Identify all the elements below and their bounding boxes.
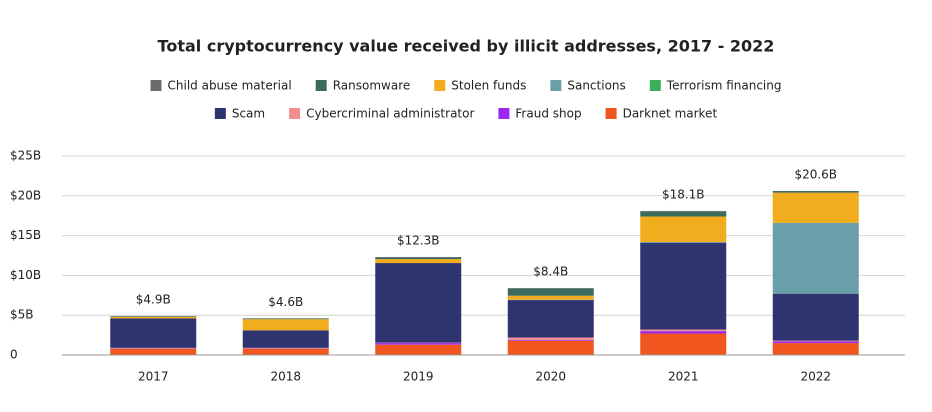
bar-segment (772, 341, 859, 344)
legend-swatch (289, 108, 301, 119)
total-label: $4.9B (136, 292, 171, 306)
legend-swatch (498, 108, 510, 119)
legend-label: Darknet market (623, 107, 718, 121)
legend-swatch (550, 80, 562, 91)
bar-segment (640, 331, 727, 334)
bar-segment (640, 241, 727, 243)
legend-label: Terrorism financing (666, 79, 782, 93)
legend-label: Cybercriminal administrator (306, 107, 474, 121)
total-label: $8.4B (533, 265, 568, 279)
legend-swatch (605, 108, 617, 119)
bar-segment (242, 330, 329, 348)
y-tick-label: 0 (10, 348, 18, 362)
y-tick-label: $25B (10, 149, 41, 163)
legend-label: Child abuse material (168, 79, 292, 93)
bar-segment (242, 348, 329, 355)
legend-label: Scam (232, 107, 265, 121)
total-label: $12.3B (397, 234, 440, 248)
y-tick-label: $20B (10, 188, 41, 202)
bar-segment (507, 339, 594, 341)
bar-segment (375, 343, 462, 345)
legend-label: Fraud shop (515, 107, 581, 121)
y-tick-label: $10B (10, 268, 41, 282)
y-tick-label: $15B (10, 228, 41, 242)
legend-swatch (315, 80, 327, 91)
x-tick-label: 2021 (668, 370, 699, 384)
bar-segment (772, 293, 859, 341)
bar-segment (375, 263, 462, 343)
legend-swatch (649, 80, 661, 91)
bar-segment (375, 259, 462, 264)
bar-segment (772, 222, 859, 294)
x-tick-label: 2017 (138, 370, 169, 384)
bar-segment (772, 192, 859, 223)
total-label: $4.6B (268, 295, 303, 309)
bar-segment (640, 211, 727, 217)
legend-label: Stolen funds (451, 79, 526, 93)
bar-segment (640, 329, 727, 332)
bar-segment (507, 288, 594, 296)
bar-segment (772, 191, 859, 193)
bar-segment (640, 216, 727, 242)
legend-swatch (434, 80, 446, 91)
bar-segment (640, 333, 727, 355)
bar-segment (110, 316, 197, 319)
x-tick-label: 2022 (800, 370, 831, 384)
y-tick-label: $5B (10, 308, 34, 322)
total-label: $18.1B (662, 187, 705, 201)
legend-swatch (214, 108, 226, 119)
bar-segment (772, 340, 859, 342)
chart-title: Total cryptocurrency value received by i… (158, 37, 775, 56)
legend-label: Ransomware (333, 79, 411, 93)
bar-segment (375, 344, 462, 355)
bar-segment (772, 343, 859, 355)
legend-swatch (150, 80, 162, 91)
bar-segment (507, 300, 594, 338)
bar-segment (507, 337, 594, 340)
x-tick-label: 2018 (270, 370, 301, 384)
bar-segment (110, 318, 197, 348)
bar-segment (242, 318, 329, 320)
x-tick-label: 2020 (535, 370, 566, 384)
legend-label: Sanctions (567, 79, 625, 93)
bar-segment (110, 348, 197, 355)
bar-segment (507, 340, 594, 355)
bar-segment (640, 242, 727, 330)
bar-segment (507, 295, 594, 300)
bar-segment (375, 257, 462, 260)
x-tick-label: 2019 (403, 370, 434, 384)
total-label: $20.6B (794, 168, 837, 182)
bar-segment (640, 210, 727, 212)
bar-segment (242, 319, 329, 331)
